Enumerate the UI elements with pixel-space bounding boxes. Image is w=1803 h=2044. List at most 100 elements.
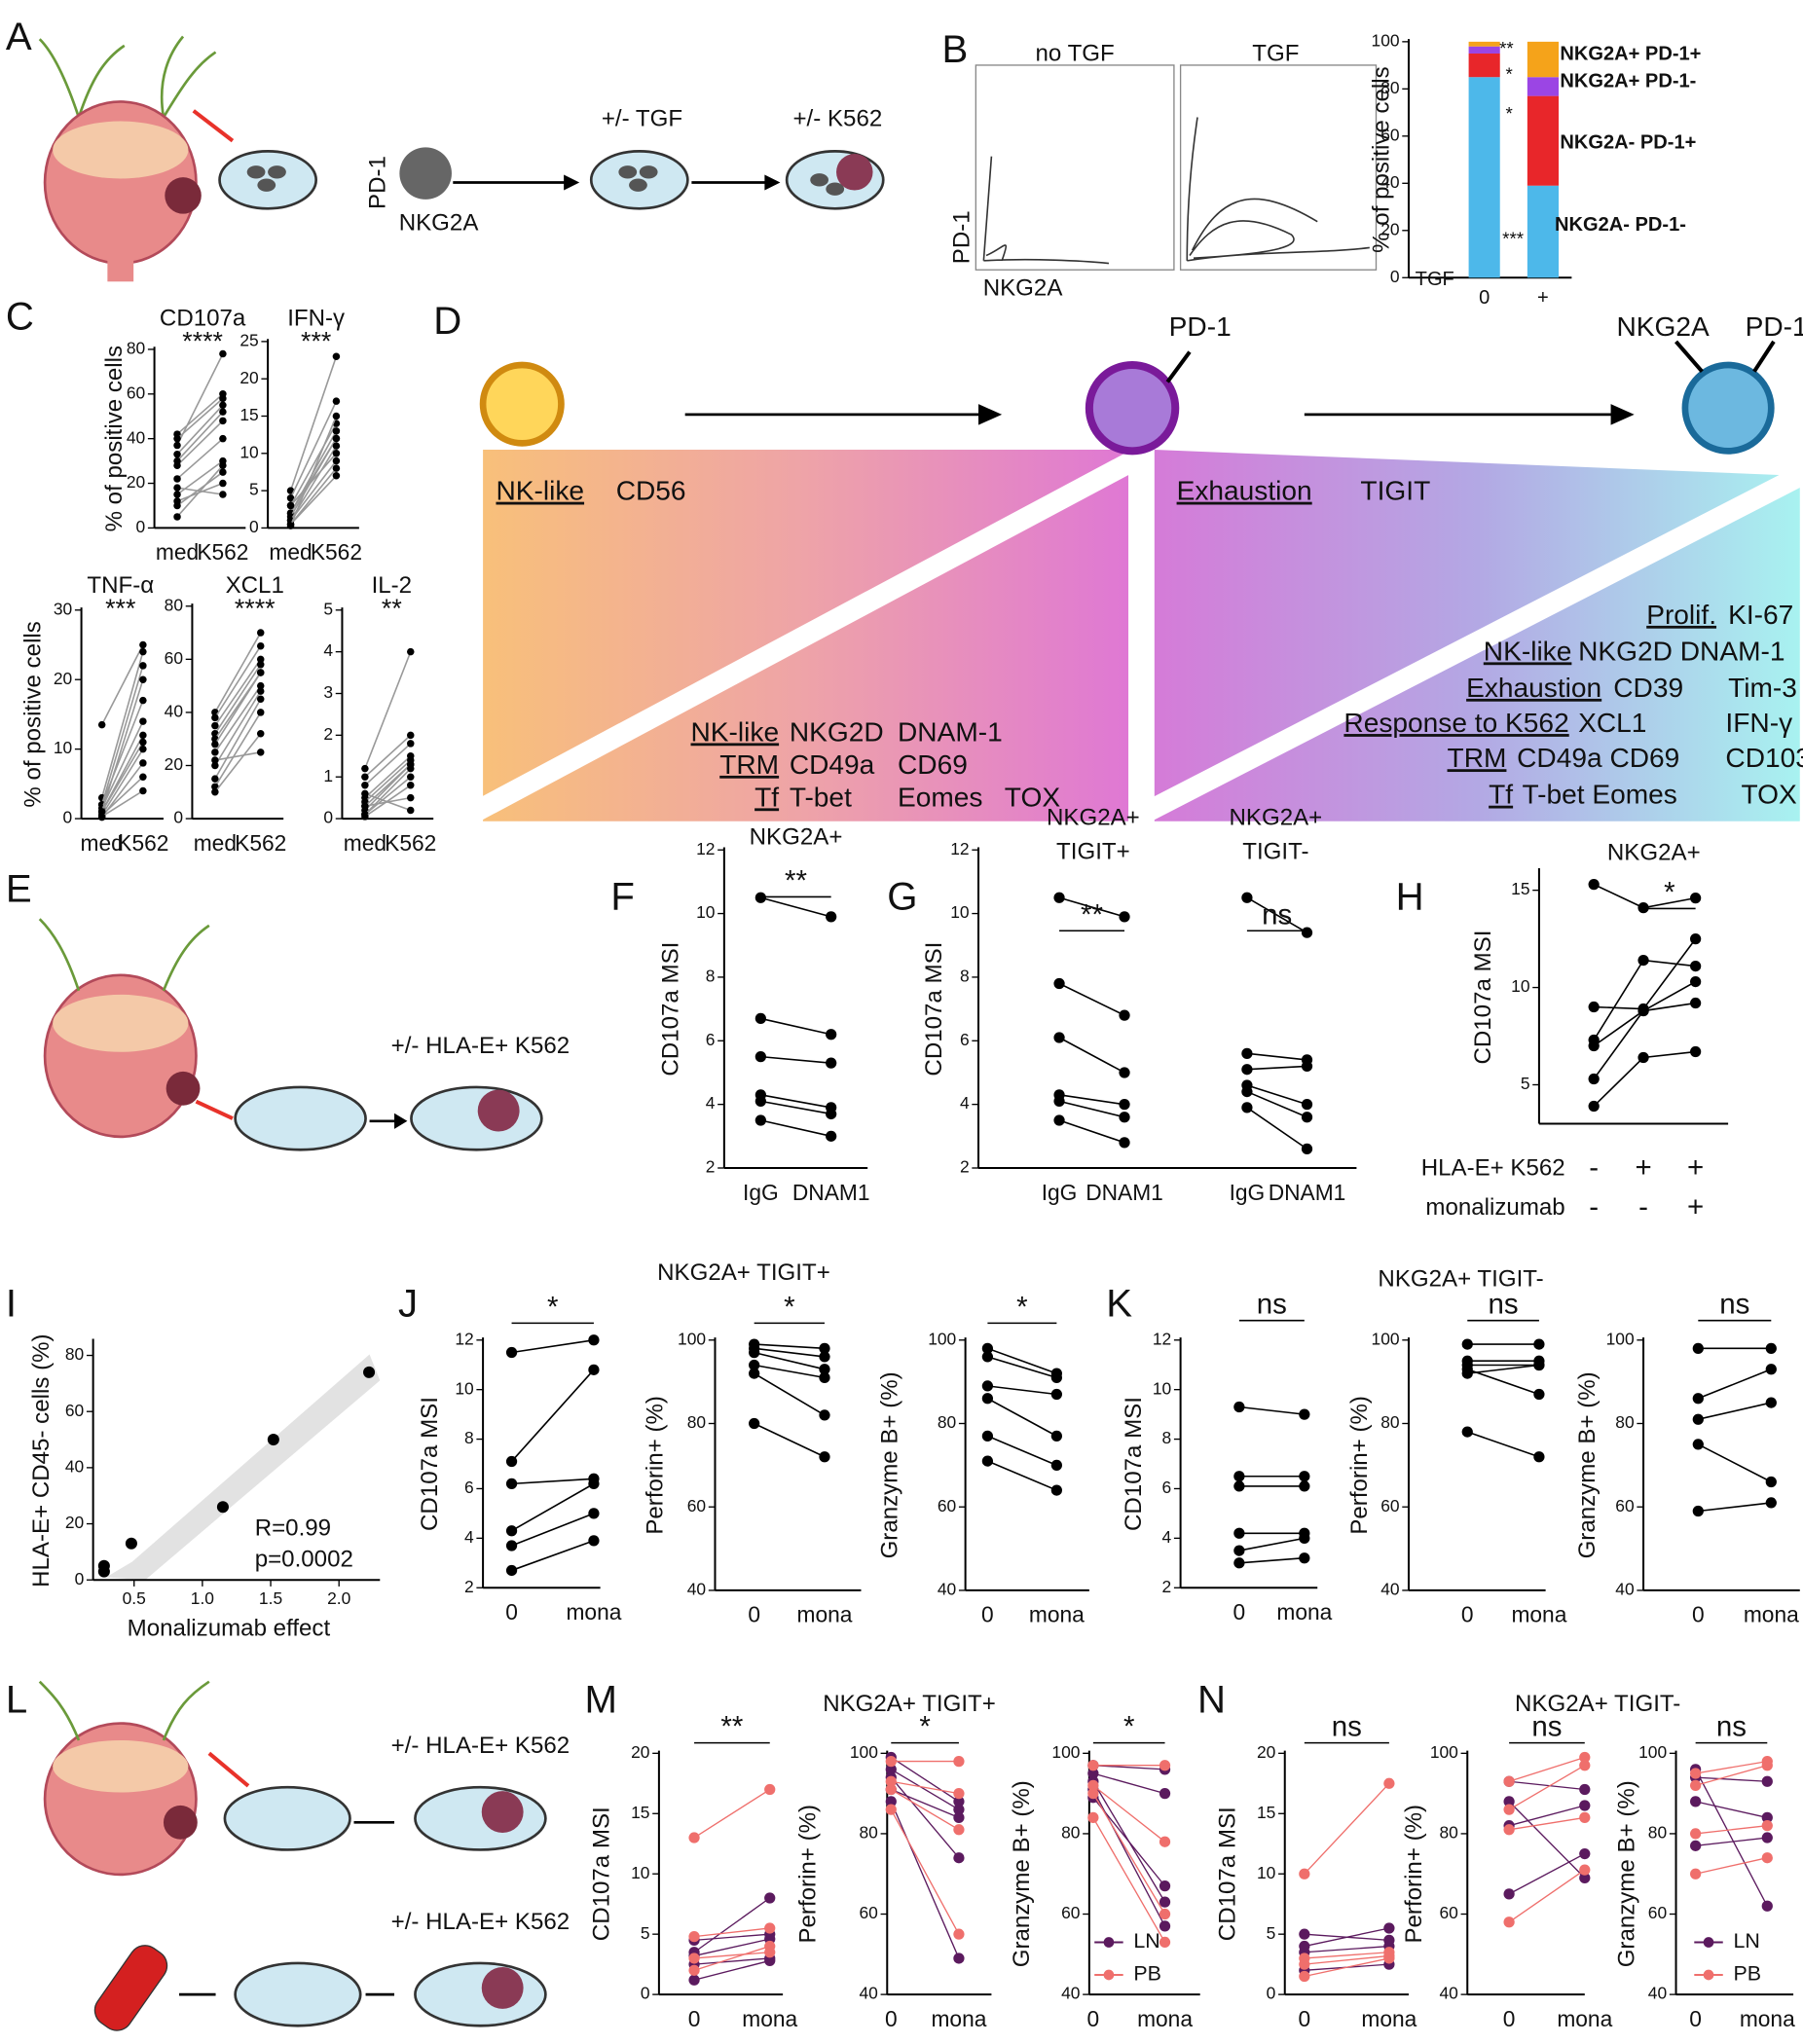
data-point: [1588, 1073, 1600, 1085]
data-point: [1119, 911, 1130, 923]
pair-line: [176, 353, 224, 446]
pair-line: [1238, 1537, 1305, 1551]
cell-icon: [246, 165, 845, 196]
data-point: [219, 408, 227, 416]
y-tick-label: 80: [1380, 1412, 1399, 1432]
pair-line: [364, 651, 412, 769]
pair-line: [1508, 1765, 1586, 1810]
data-point: [286, 522, 295, 529]
data-point: [819, 1351, 830, 1363]
data-point: [754, 1095, 766, 1107]
pair-line: [754, 1422, 826, 1458]
y-tick-label: 5: [641, 1923, 650, 1943]
data-point: [219, 461, 227, 469]
y-tick-label: 40: [1380, 1580, 1399, 1599]
chart-title: NKG2A+: [1229, 804, 1322, 830]
pair-line: [214, 751, 261, 761]
y-tick-label: 20: [54, 669, 72, 688]
data-point: [1159, 1920, 1171, 1932]
pair-line: [1058, 1094, 1125, 1106]
chart-title: NKG2A+ TIGIT-: [1515, 1691, 1680, 1717]
condition-value: -: [1638, 1190, 1648, 1223]
data-point: [764, 1947, 776, 1958]
data-point: [173, 484, 181, 492]
x-tick-label: 0: [1479, 287, 1490, 309]
y-tick-label: 80: [65, 1344, 84, 1364]
y-tick-label: 4: [706, 1093, 716, 1113]
data-point: [764, 1892, 776, 1904]
tube-icon: [93, 1945, 168, 2031]
y-tick-label: 8: [706, 967, 716, 986]
panel-label: F: [610, 875, 635, 919]
x-tick-label: med: [269, 539, 312, 565]
y-tick-label: 20: [1380, 219, 1399, 238]
chart-title: TIGIT+: [1056, 838, 1130, 864]
pair-line: [1092, 1765, 1165, 1770]
data-point: [819, 1371, 830, 1383]
data-point: [1690, 1796, 1702, 1807]
data-point: [407, 764, 415, 773]
marker-label: TOX: [1742, 780, 1798, 810]
data-point: [1690, 997, 1702, 1009]
pair-line: [987, 1460, 1057, 1491]
y-axis-label: CD107a MSI: [589, 1807, 615, 1941]
chart-title: IFN-γ: [287, 305, 345, 331]
data-point: [1301, 1099, 1313, 1111]
significance: ns: [1489, 1289, 1519, 1321]
pair-line: [214, 645, 262, 718]
y-axis-label: CD107a MSI: [1121, 1397, 1147, 1531]
pair-line: [511, 1338, 595, 1354]
data-point: [97, 813, 106, 821]
x-tick-label: med: [194, 830, 237, 856]
x-tick-label: 0: [505, 1599, 518, 1624]
x-tick-label: IgG: [1042, 1180, 1078, 1205]
data-point: [1503, 1804, 1515, 1815]
data-point: [173, 456, 181, 465]
step-label: +/- HLA-E+ K562: [391, 1909, 570, 1935]
group-heading: Exhaustion: [1177, 476, 1312, 506]
y-tick-label: 5: [1521, 1074, 1530, 1093]
pair-line: [760, 1094, 831, 1109]
data-point: [1692, 1439, 1704, 1450]
y-tick-label: 4: [960, 1093, 970, 1113]
data-point: [505, 1525, 518, 1537]
data-point: [1692, 1393, 1704, 1405]
x-tick-label: mona: [797, 1602, 853, 1627]
y-tick-label: 4: [323, 640, 333, 660]
confidence-band: [106, 1354, 381, 1581]
marker-label: NKG2D: [790, 716, 884, 747]
data-point: [1053, 977, 1065, 990]
y-tick-label: 40: [165, 702, 183, 721]
cell-icon: [1681, 361, 1775, 455]
data-point: [256, 748, 265, 756]
data-point: [361, 782, 369, 789]
y-tick-label: 100: [1606, 1329, 1635, 1348]
row-heading: NK-like: [1484, 636, 1572, 666]
data-point: [1383, 1777, 1395, 1789]
data-point: [1299, 1408, 1310, 1420]
bladder-icon: [53, 994, 189, 1052]
data-point: [1159, 1908, 1171, 1920]
data-point: [139, 717, 147, 725]
marker-label: CD69: [898, 749, 968, 780]
y-tick-label: 80: [1648, 1823, 1667, 1843]
data-point: [819, 1364, 830, 1375]
y-axis-label: Perforin+ (%): [1401, 1805, 1427, 1944]
pair-line: [1594, 938, 1697, 1010]
bar-segment: [1468, 41, 1500, 47]
arrow: [564, 174, 580, 191]
data-point: [981, 1342, 994, 1354]
step-label: +/- TGF: [602, 106, 682, 132]
bar-segment: [1527, 185, 1559, 278]
data-point: [256, 661, 265, 669]
y-tick-label: 60: [165, 648, 183, 668]
data-point: [1461, 1426, 1473, 1438]
panel-label: L: [6, 1678, 27, 1722]
flow-contour: [982, 117, 1370, 265]
pair-line: [1695, 1769, 1768, 1907]
data-point: [1301, 1143, 1313, 1155]
pair-line: [1092, 1797, 1166, 1887]
y-tick-label: 80: [1440, 1823, 1458, 1843]
data-point: [332, 412, 341, 420]
data-point: [1087, 1760, 1099, 1771]
